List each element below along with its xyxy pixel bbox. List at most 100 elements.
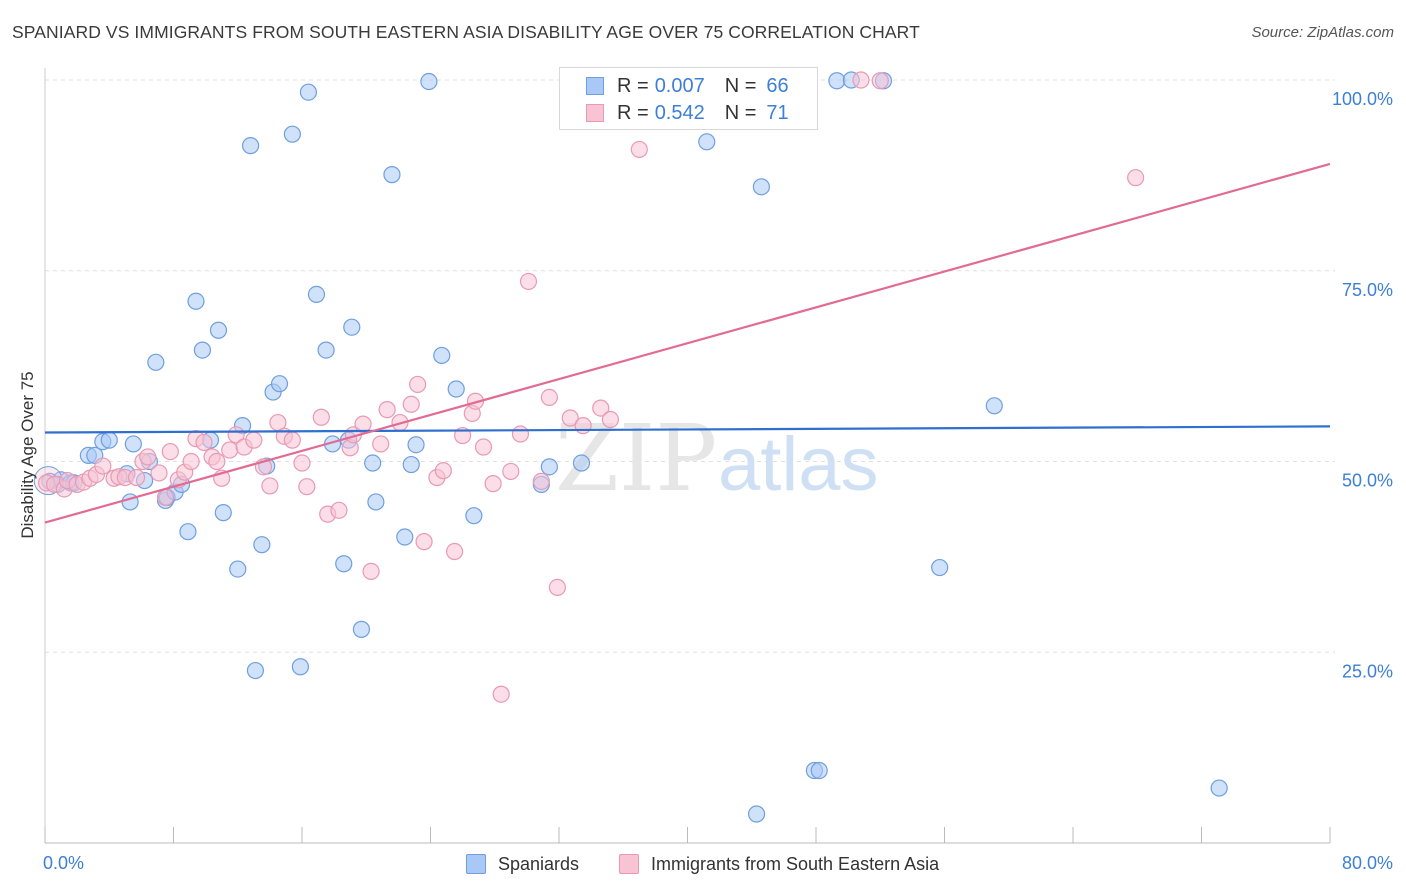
legend-r-value: 0.007 — [654, 74, 705, 97]
immigrants-point — [630, 140, 648, 159]
immigrants-point — [245, 431, 263, 449]
spaniards-point — [179, 523, 197, 541]
spaniards-point — [343, 318, 361, 336]
spaniards-point — [187, 292, 205, 310]
grid-lines — [45, 79, 1335, 653]
chart-title: SPANIARD VS IMMIGRANTS FROM SOUTH EASTER… — [12, 22, 920, 42]
spaniards-point — [193, 341, 212, 359]
spaniards-point — [364, 454, 382, 472]
immigrants-point — [261, 477, 279, 495]
immigrants-point — [378, 401, 396, 419]
immigrants-point — [532, 472, 550, 490]
immigrants-point — [502, 462, 520, 481]
legend-swatch-spaniards — [586, 77, 604, 95]
bottom-legend-swatch-immigrants — [619, 854, 639, 874]
bottom-legend-swatch-spaniards — [466, 854, 486, 874]
immigrants-point — [474, 438, 493, 456]
spaniards-point — [810, 761, 828, 780]
spaniards-point — [828, 72, 846, 90]
immigrants-point — [221, 441, 239, 459]
spaniards-point — [229, 560, 247, 578]
spaniards-point — [396, 528, 414, 546]
spaniards-point — [1210, 779, 1228, 797]
immigrants-point — [601, 410, 620, 429]
spaniards-point — [747, 805, 766, 823]
immigrants-point — [511, 425, 530, 443]
y-tick-label: 75.0% — [1342, 280, 1393, 300]
immigrants-point — [150, 464, 168, 482]
x-tick-labels: 0.0% 80.0% — [43, 853, 1393, 873]
immigrants-points — [38, 71, 1145, 703]
immigrants-point — [372, 435, 390, 453]
y-tick-label: 100.0% — [1332, 89, 1393, 109]
bottom-legend-spaniards: Spaniards — [466, 852, 579, 876]
immigrants-point — [354, 415, 372, 433]
spaniards-point — [317, 341, 335, 359]
spaniards-point — [307, 285, 326, 304]
y-tick-labels: 25.0% 50.0% 75.0% 100.0% — [1332, 89, 1393, 681]
immigrants-point — [434, 462, 452, 480]
spaniards-point — [752, 178, 770, 196]
spaniards-point — [242, 137, 260, 155]
spaniards-point — [100, 431, 118, 449]
y-tick-label: 25.0% — [1342, 661, 1393, 681]
watermark-atlas: atlas — [718, 422, 879, 507]
immigrants-point — [127, 468, 146, 487]
immigrants-point — [492, 685, 510, 703]
spaniards-point — [291, 658, 309, 676]
spaniards-point — [407, 436, 425, 454]
legend-n-value: 71 — [766, 101, 789, 124]
spaniards-point — [124, 435, 142, 453]
bottom-legend-label-spaniards: Spaniards — [498, 853, 580, 874]
trend-lines — [44, 162, 1331, 524]
immigrants-point — [139, 448, 157, 466]
immigrants-trend-line — [44, 162, 1331, 524]
immigrants-point — [484, 475, 502, 493]
immigrants-point — [540, 388, 558, 407]
x-tick-label: 0.0% — [43, 853, 84, 873]
bottom-legend-label-immigrants: Immigrants from South Eastern Asia — [651, 853, 940, 874]
spaniards-point — [931, 558, 949, 577]
spaniards-point — [383, 166, 401, 184]
immigrants-point — [445, 542, 464, 561]
spaniards-point — [299, 83, 318, 101]
legend-row-spaniards: R = 0.007 N = 66 — [586, 74, 789, 98]
spaniards-point — [209, 321, 228, 339]
immigrants-point — [195, 433, 213, 452]
immigrants-point — [283, 431, 301, 449]
immigrants-point — [574, 417, 592, 435]
immigrants-point — [330, 501, 348, 519]
immigrants-point — [409, 375, 427, 394]
immigrants-point — [871, 72, 889, 90]
immigrants-point — [161, 442, 179, 461]
immigrants-point — [182, 452, 200, 471]
axes — [44, 68, 1331, 844]
legend-n-label: N = — [724, 74, 757, 97]
spaniards-point — [465, 507, 483, 525]
spaniards-point — [420, 72, 438, 91]
y-axis-title: Disability Age Over 75 — [18, 371, 37, 539]
spaniards-point — [367, 493, 385, 511]
spaniards-point — [698, 133, 716, 151]
spaniards-point — [402, 455, 420, 474]
spaniards-point — [246, 661, 265, 680]
y-tick-label: 50.0% — [1342, 471, 1393, 491]
legend-row-immigrants: R = 0.542 N = 71 — [586, 101, 789, 125]
immigrants-point — [561, 409, 579, 427]
legend-n-label: N = — [724, 101, 757, 124]
spaniards-point — [147, 353, 165, 371]
spaniards-point — [985, 397, 1003, 415]
immigrants-point — [852, 71, 870, 89]
immigrants-point — [156, 488, 175, 506]
immigrants-point — [362, 562, 380, 580]
immigrants-point — [519, 272, 538, 291]
immigrants-point — [312, 408, 330, 426]
bottom-legend-immigrants: Immigrants from South Eastern Asia — [619, 852, 939, 876]
immigrants-point — [208, 452, 226, 471]
spaniards-point — [214, 504, 232, 522]
spaniards-trend-line — [44, 425, 1331, 434]
spaniards-point — [540, 458, 558, 476]
immigrants-point — [592, 399, 610, 417]
immigrants-point — [1127, 169, 1145, 187]
immigrants-point — [94, 457, 112, 475]
